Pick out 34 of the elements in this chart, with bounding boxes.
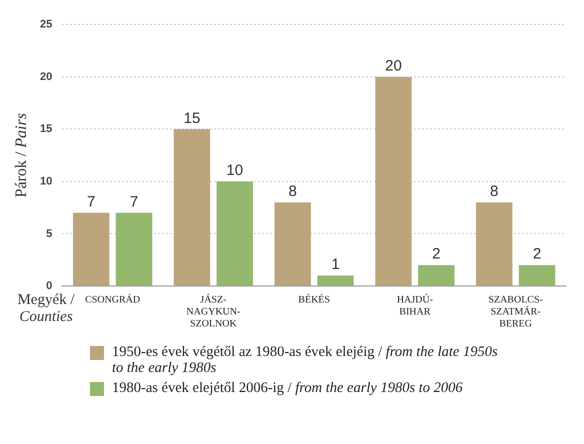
y-tick-label: 10 — [40, 175, 52, 188]
x-tick-label: CSONGRÁD — [85, 294, 140, 306]
y-tick-label: 15 — [40, 123, 52, 136]
y-tick-label: 25 — [40, 18, 52, 31]
bar — [274, 202, 311, 286]
x-tick-label: JÁSZ-NAGYKUN-SZOLNOK — [186, 294, 240, 330]
y-tick-label: 5 — [46, 228, 52, 240]
legend-label: 1980-as évek elejétől 2006-ig / from the early 1980s to 2006 — [112, 380, 463, 396]
data-label: 8 — [490, 182, 498, 200]
bar — [418, 265, 454, 286]
data-label: 20 — [385, 58, 402, 75]
bar — [73, 212, 110, 286]
bar — [174, 129, 210, 286]
data-label: 7 — [87, 193, 96, 210]
data-label: 15 — [184, 110, 200, 127]
x-tick-label: SZABOLCS-SZATMÁR-BEREG — [488, 294, 543, 330]
bar — [476, 202, 512, 286]
x-tick-label: BÉKÉS — [298, 294, 330, 306]
bar — [116, 212, 152, 286]
y-axis-title: Párok / Pairs — [13, 113, 30, 198]
x-tick-label: HAJDÚ-BIHAR — [396, 294, 433, 318]
data-label: 10 — [226, 162, 244, 180]
bar — [518, 265, 556, 286]
data-label: 7 — [130, 193, 138, 210]
x-axis-title: Megyék / Counties — [17, 292, 76, 325]
data-label: 2 — [532, 246, 542, 263]
data-label: 2 — [432, 246, 440, 263]
data-label: 1 — [331, 256, 340, 274]
bar — [317, 276, 354, 286]
y-tick-label: 20 — [40, 70, 52, 83]
data-label: 8 — [288, 182, 297, 200]
bar — [375, 76, 412, 286]
bar — [216, 181, 253, 286]
y-tick-label: 0 — [46, 280, 52, 292]
